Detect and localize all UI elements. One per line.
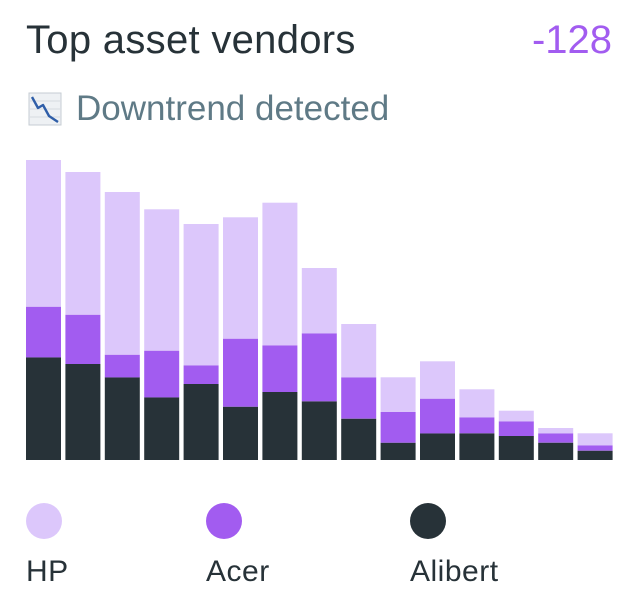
legend-label-hp: HP [26,555,69,588]
bar-segment-hp-9 [341,324,377,378]
bar-segment-alibert-3 [104,377,140,460]
bar-segment-hp-7 [262,202,298,346]
bar-segment-alibert-1 [26,357,61,460]
bar-segment-hp-15 [577,433,613,446]
bar-segment-hp-14 [538,428,574,434]
bar-segment-acer-4 [144,350,180,398]
bar-segment-hp-2 [65,172,101,315]
delta-value: -128 [531,18,612,62]
bar-segment-alibert-7 [262,392,298,460]
bar-segment-acer-13 [498,421,534,436]
bar-segment-hp-1 [26,160,61,307]
stacked-bar-chart [26,160,613,460]
bar-segment-alibert-9 [341,418,377,460]
bar-segment-alibert-12 [459,433,495,460]
chart-decreasing-icon [28,92,62,126]
bar-segment-hp-6 [223,217,258,339]
legend-label-acer: Acer [206,555,270,588]
legend-item-alibert: Alibert [410,503,498,588]
bar-segment-acer-1 [26,306,61,358]
bar-segment-alibert-14 [538,442,574,460]
bar-segment-acer-15 [577,445,613,451]
bar-segment-hp-12 [459,389,495,418]
legend-swatch-hp [26,503,62,539]
bar-segment-alibert-8 [301,401,337,460]
bar-segment-acer-14 [538,433,574,443]
bar-segment-acer-12 [459,417,495,434]
legend-label-alibert: Alibert [410,555,499,588]
bar-segment-acer-8 [301,333,337,402]
legend-swatch-alibert [410,503,446,539]
bar-segment-acer-2 [65,314,101,364]
trend-indicator: Downtrend detected [28,86,389,132]
bar-segment-alibert-2 [65,364,101,460]
bar-segment-hp-10 [380,377,416,412]
bar-segment-hp-3 [104,192,140,355]
bar-segment-acer-10 [380,412,416,443]
bar-segment-acer-3 [104,354,140,378]
card-title: Top asset vendors [26,18,356,62]
bar-segment-alibert-11 [420,433,455,460]
bar-segment-hp-13 [498,410,534,422]
bar-segment-alibert-13 [498,436,534,460]
bar-segment-acer-9 [341,377,377,419]
bar-segment-acer-11 [420,398,455,434]
legend-swatch-acer [206,503,242,539]
bar-segment-alibert-5 [183,384,219,460]
legend-item-acer: Acer [206,503,269,588]
trend-label: Downtrend detected [76,89,390,128]
bar-segment-hp-11 [420,361,455,399]
bar-segment-acer-7 [262,345,298,392]
bar-segment-acer-6 [223,338,258,407]
bar-segment-alibert-15 [577,450,613,460]
bar-segment-hp-5 [183,224,219,366]
bar-segment-acer-5 [183,365,219,384]
bar-segment-hp-8 [301,268,337,334]
bar-segment-alibert-6 [223,406,258,460]
bar-segment-hp-4 [144,209,180,351]
bar-segment-alibert-10 [380,442,416,460]
legend-item-hp: HP [26,503,68,588]
bar-segment-alibert-4 [144,397,180,460]
